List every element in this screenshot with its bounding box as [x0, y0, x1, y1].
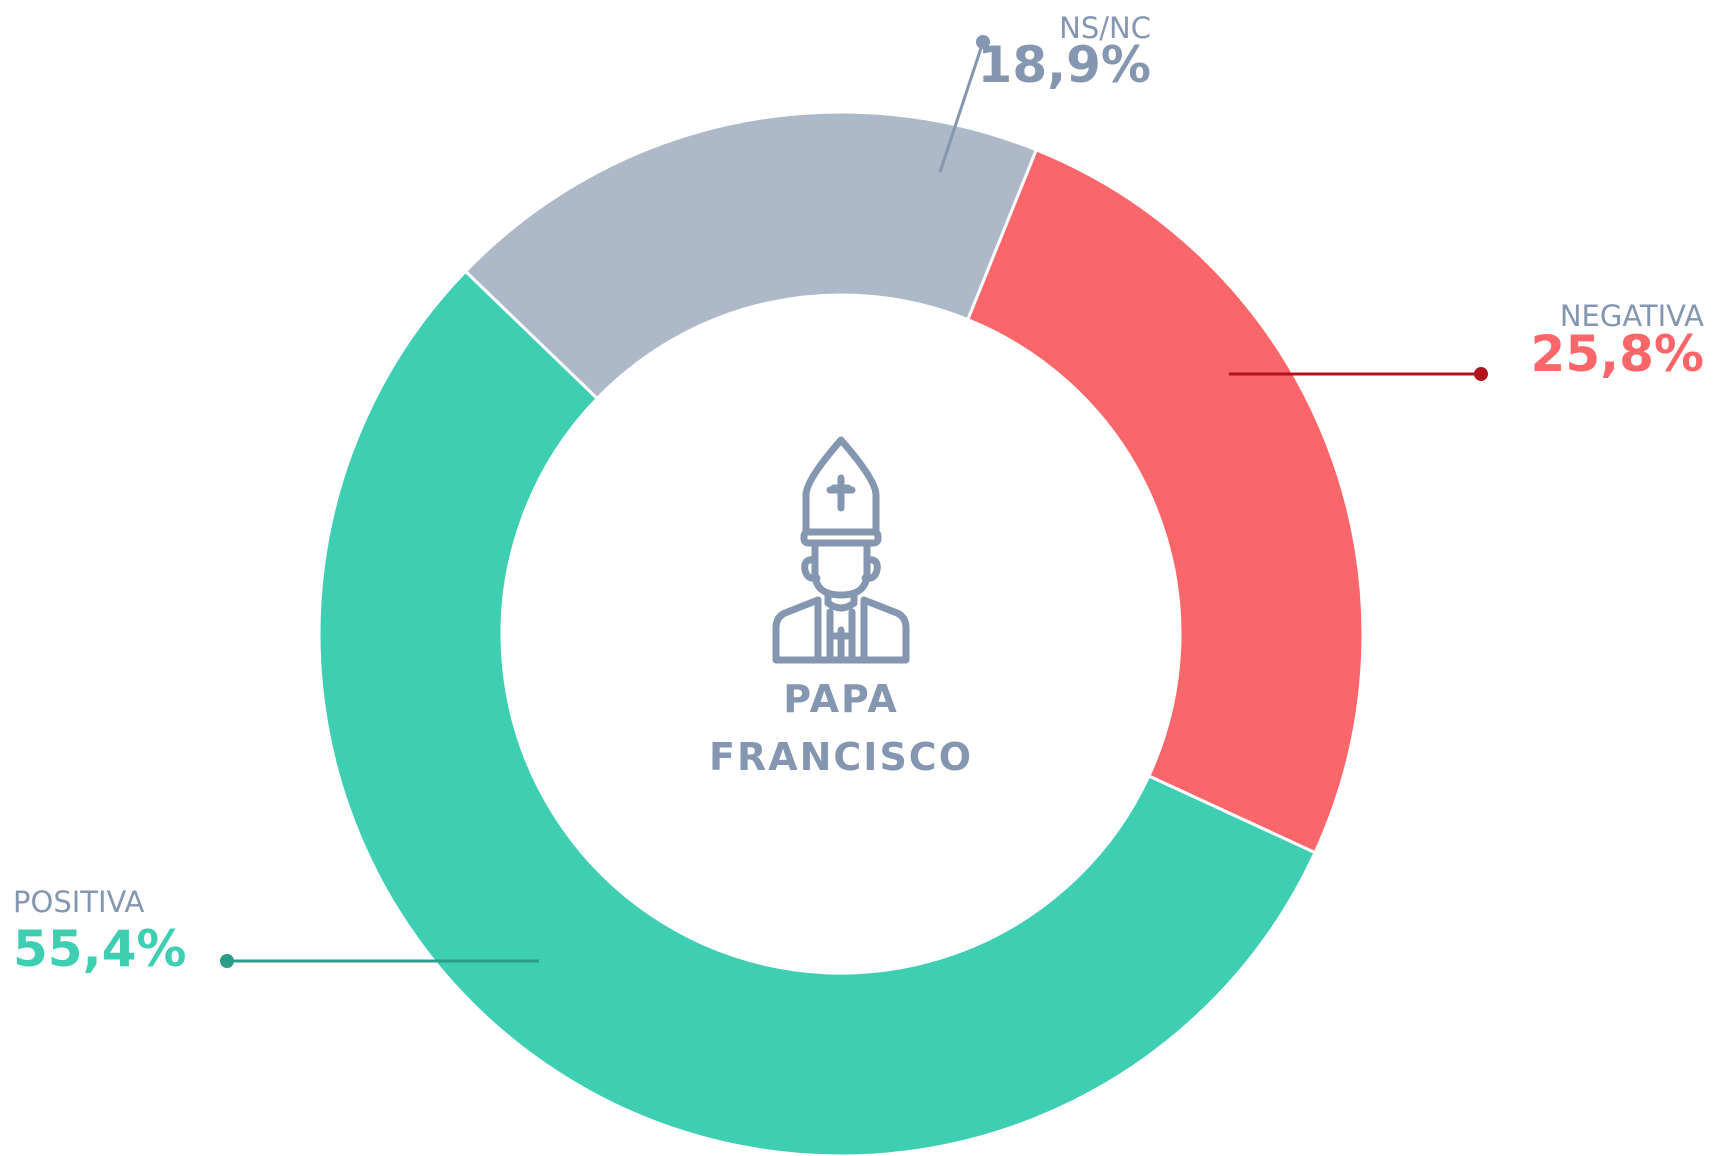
value-label: 25,8%	[1531, 325, 1704, 383]
category-label: NEGATIVA	[1560, 299, 1704, 333]
category-label: POSITIVA	[13, 885, 145, 919]
leader-dot	[220, 954, 234, 968]
category-label: NS/NC	[1059, 11, 1151, 45]
value-label: 55,4%	[13, 920, 186, 978]
leader-dot	[976, 35, 990, 49]
donut-segment	[965, 147, 1365, 855]
leader-line	[938, 41, 985, 173]
center-label: FRANCISCO	[709, 735, 973, 779]
donut-segment	[463, 110, 1039, 401]
pope-icon	[772, 436, 910, 664]
donut-segment	[317, 269, 1318, 1156]
leader-dot	[1474, 367, 1488, 381]
center-label: PAPA	[783, 677, 899, 721]
value-label: 18,9%	[978, 36, 1151, 94]
